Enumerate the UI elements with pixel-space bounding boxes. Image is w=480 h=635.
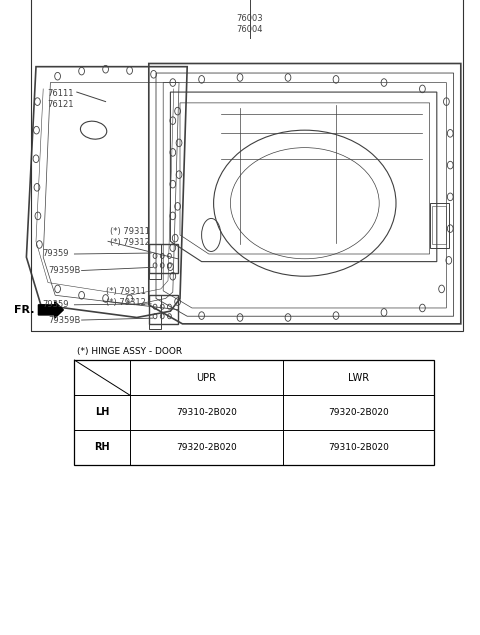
- Bar: [432, 206, 446, 244]
- Bar: [74, 360, 434, 465]
- Bar: [430, 203, 449, 248]
- Text: UPR: UPR: [196, 373, 216, 382]
- Bar: [149, 295, 161, 329]
- Text: 79359B: 79359B: [48, 316, 80, 324]
- Text: 76111
76121: 76111 76121: [47, 89, 73, 109]
- Text: 79320-2B020: 79320-2B020: [176, 443, 237, 452]
- Text: FR.: FR.: [14, 305, 35, 315]
- Text: LH: LH: [95, 408, 109, 417]
- Text: 79310-2B020: 79310-2B020: [176, 408, 237, 417]
- Text: LWR: LWR: [348, 373, 370, 382]
- Text: 79359: 79359: [42, 300, 69, 309]
- Text: RH: RH: [94, 443, 110, 452]
- Text: 79359: 79359: [42, 250, 69, 258]
- Text: 79320-2B020: 79320-2B020: [328, 408, 389, 417]
- FancyArrow shape: [38, 302, 63, 318]
- Text: (*) 79311
(*) 79312: (*) 79311 (*) 79312: [110, 227, 150, 248]
- Bar: [149, 244, 178, 273]
- Text: 76003
76004: 76003 76004: [236, 14, 263, 34]
- Bar: [149, 295, 178, 324]
- Bar: [31, 0, 463, 331]
- Text: (*) HINGE ASSY - DOOR: (*) HINGE ASSY - DOOR: [77, 347, 182, 356]
- Text: 79310-2B020: 79310-2B020: [328, 443, 389, 452]
- Bar: [149, 244, 161, 279]
- Text: (*) 79311
(*) 79312: (*) 79311 (*) 79312: [106, 287, 145, 307]
- Text: 79359B: 79359B: [48, 266, 80, 275]
